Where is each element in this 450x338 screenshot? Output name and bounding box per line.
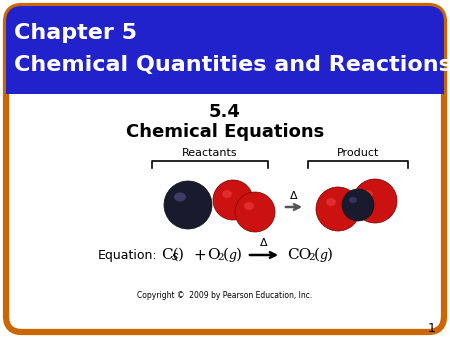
Text: 5.4: 5.4 (209, 103, 241, 121)
Text: 1: 1 (428, 321, 436, 335)
Text: s: s (172, 249, 178, 263)
Text: ): ) (178, 248, 184, 262)
Text: Δ: Δ (260, 238, 268, 248)
Ellipse shape (235, 192, 275, 232)
Ellipse shape (222, 190, 232, 198)
Text: Product: Product (337, 148, 379, 158)
Text: Chemical Quantities and Reactions: Chemical Quantities and Reactions (14, 55, 450, 75)
Ellipse shape (342, 189, 374, 221)
Ellipse shape (353, 179, 397, 223)
Text: ): ) (236, 248, 242, 262)
FancyBboxPatch shape (6, 6, 444, 94)
Ellipse shape (244, 202, 254, 210)
Text: Copyright ©  2009 by Pearson Education, Inc.: Copyright © 2009 by Pearson Education, I… (137, 291, 313, 300)
Ellipse shape (326, 198, 336, 206)
Text: Δ: Δ (290, 191, 298, 201)
Text: O: O (207, 248, 220, 262)
Ellipse shape (164, 181, 212, 229)
Text: g: g (320, 249, 328, 263)
Text: Equation:: Equation: (98, 248, 158, 262)
Text: g: g (229, 249, 237, 263)
Ellipse shape (363, 190, 373, 198)
Text: Reactants: Reactants (182, 148, 238, 158)
Ellipse shape (349, 197, 357, 203)
Ellipse shape (316, 187, 360, 231)
Text: ): ) (327, 248, 333, 262)
Text: +: + (193, 247, 206, 263)
Text: (: ( (223, 248, 229, 262)
Text: (: ( (314, 248, 320, 262)
Bar (6, 74, 444, 94)
Text: Chapter 5: Chapter 5 (14, 23, 137, 43)
Ellipse shape (174, 193, 186, 201)
Text: CO: CO (287, 248, 311, 262)
Text: C(: C( (161, 248, 179, 262)
Ellipse shape (213, 180, 253, 220)
Text: 2: 2 (308, 254, 315, 263)
FancyBboxPatch shape (6, 6, 444, 332)
Text: Chemical Equations: Chemical Equations (126, 123, 324, 141)
Text: 2: 2 (217, 254, 224, 263)
